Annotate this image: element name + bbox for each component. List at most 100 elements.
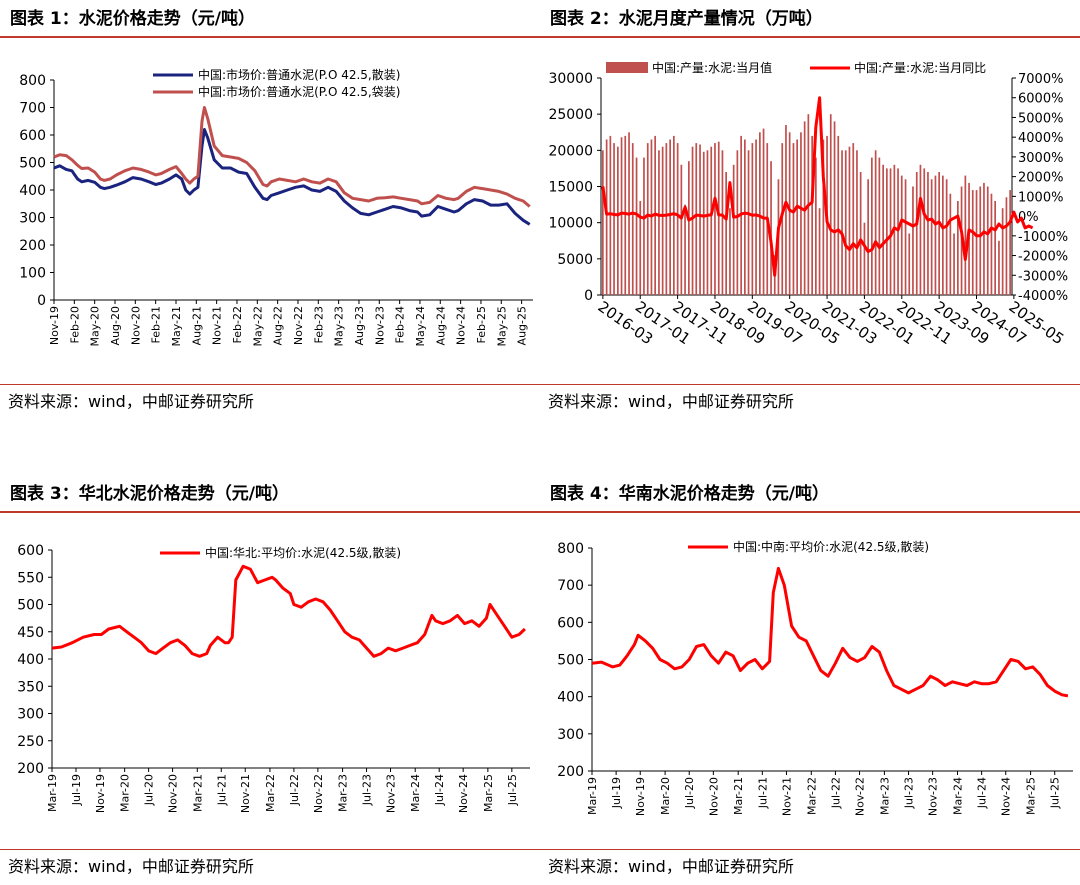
production-bar xyxy=(751,143,754,295)
production-bar xyxy=(964,175,967,295)
y-tick-label: 30000 xyxy=(548,71,593,87)
production-bar xyxy=(1005,197,1008,295)
y2-tick-label: 2000% xyxy=(1018,171,1063,186)
x-tick-label: Mar-21 xyxy=(191,774,204,812)
production-bar xyxy=(971,190,974,295)
production-bar xyxy=(912,186,914,295)
x-tick-label: May-21 xyxy=(170,306,183,347)
x-tick-label: Nov-22 xyxy=(854,777,867,816)
x-tick-label: May-25 xyxy=(495,306,508,347)
production-bar xyxy=(822,139,825,295)
x-tick-label: Feb-24 xyxy=(394,306,407,343)
x-tick-label: Feb-22 xyxy=(231,306,244,343)
production-bar xyxy=(934,175,937,295)
production-bar xyxy=(605,139,608,295)
chart-panel-4: 图表 4：华南水泥价格走势（元/吨） 200 300 400 500 600 700 800… xyxy=(540,475,1080,885)
y2-tick-label: 7000% xyxy=(1018,72,1063,87)
series-line-1 xyxy=(53,128,531,226)
x-tick-label: Aug-22 xyxy=(272,306,285,345)
x-tick-label: Mar-20 xyxy=(119,774,132,812)
y2-tick-label: -1000% xyxy=(1018,230,1068,245)
y-tick-label: 250 xyxy=(17,734,44,750)
x-tick-label: Feb-20 xyxy=(68,306,81,343)
production-bar xyxy=(975,190,978,295)
production-bar xyxy=(800,132,802,296)
production-bar xyxy=(1009,190,1011,295)
production-bar xyxy=(882,164,884,295)
production-bar xyxy=(829,114,832,295)
production-bar xyxy=(602,150,604,295)
production-bar xyxy=(759,132,761,296)
series-line-1 xyxy=(51,564,526,658)
y-tick-label: 550 xyxy=(17,570,44,586)
x-tick-label: Mar-22 xyxy=(264,774,277,812)
production-bar xyxy=(695,143,698,295)
y-tick-label: 800 xyxy=(19,73,46,89)
y-tick-label: 300 xyxy=(19,211,46,227)
x-tick-label: May-23 xyxy=(333,306,346,347)
x-tick-label: Nov-19 xyxy=(48,306,61,345)
x-tick-label: Jul-23 xyxy=(903,777,916,809)
y-tick-label: 700 xyxy=(19,101,46,117)
production-bar xyxy=(908,233,911,295)
production-bar xyxy=(732,164,735,295)
production-bar xyxy=(706,150,709,295)
production-bar xyxy=(714,143,716,295)
legend-label: 中国:华北:平均价:水泥(42.5级,散装) xyxy=(205,545,401,560)
production-bar xyxy=(837,135,840,295)
x-tick-label: Feb-23 xyxy=(312,306,325,343)
production-bar xyxy=(844,150,847,295)
y-tick-label: 450 xyxy=(17,625,44,641)
yoy-line xyxy=(601,96,1034,277)
x-tick-label: May-20 xyxy=(89,306,102,347)
production-bar xyxy=(878,157,881,295)
y-tick-label: 400 xyxy=(17,652,44,668)
legend-label: 中国:产量:水泥:当月同比 xyxy=(854,60,986,75)
production-bar xyxy=(646,143,649,295)
production-bar xyxy=(923,168,926,295)
x-tick-label: Nov-20 xyxy=(129,306,142,345)
production-bar xyxy=(871,157,873,295)
legend-label: 中国:市场价:普通水泥(P.O 42.5,袋装) xyxy=(198,84,400,99)
production-bar xyxy=(770,161,772,295)
production-bar xyxy=(852,143,855,295)
x-tick-label: Nov-20 xyxy=(167,774,180,813)
x-tick-label: Mar-24 xyxy=(409,774,422,812)
production-bar xyxy=(729,208,731,295)
production-bar xyxy=(755,139,757,295)
x-tick-label: Aug-25 xyxy=(516,306,529,345)
x-tick-label: Jul-20 xyxy=(683,777,696,809)
y2-tick-label: 3000% xyxy=(1018,151,1063,166)
y-tick-label: 600 xyxy=(17,543,44,559)
chart-panel-2: 图表 2：水泥月度产量情况（万吨） 0 5000 10000 15000 20000 25… xyxy=(540,0,1080,420)
y2-tick-label: -2000% xyxy=(1018,250,1068,265)
y2-tick-label: 1000% xyxy=(1018,190,1063,205)
production-bar xyxy=(957,201,959,295)
x-tick-label: Aug-21 xyxy=(190,306,203,345)
x-tick-label: Jul-25 xyxy=(506,774,519,806)
y-tick-label: 600 xyxy=(19,128,46,144)
production-bar xyxy=(949,193,952,295)
production-bar xyxy=(721,150,724,295)
y-tick-label: 200 xyxy=(557,764,584,780)
production-bar xyxy=(680,164,683,295)
production-bar xyxy=(979,186,982,295)
production-bar xyxy=(736,150,739,295)
x-tick-label: Nov-24 xyxy=(1000,777,1013,816)
production-bar xyxy=(788,132,791,296)
production-bar xyxy=(661,146,664,295)
y-tick-label: 300 xyxy=(17,707,44,723)
production-bar xyxy=(1001,208,1004,295)
chart-source: 资料来源：wind，中邮证券研究所 xyxy=(0,849,540,885)
production-bar xyxy=(990,193,993,295)
chart-4-svg: 200 300 400 500 600 700 800 Mar-19 Jul-19 Nov-19 M… xyxy=(557,539,1073,816)
x-tick-label: Aug-24 xyxy=(434,306,447,345)
x-tick-label: Mar-23 xyxy=(337,774,350,812)
production-bar xyxy=(856,150,858,295)
production-bar xyxy=(841,150,843,295)
production-bar xyxy=(609,135,612,295)
y-tick-label: 0 xyxy=(584,288,593,304)
production-bar xyxy=(643,157,645,295)
production-bar xyxy=(927,172,929,295)
x-tick-label: Jul-22 xyxy=(829,777,842,809)
